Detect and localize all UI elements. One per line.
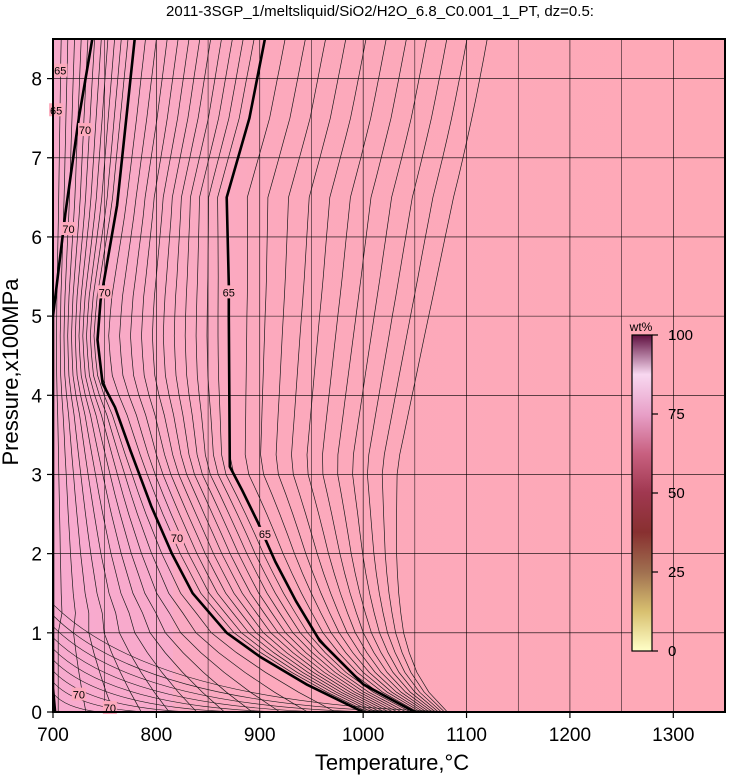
thin-contour-line [206,39,407,712]
major-contour-70 [96,39,364,712]
y-axis-title: Pressure,x100MPa [0,278,23,466]
x-tick-label: 1300 [652,725,694,746]
thin-contour-line [63,39,114,712]
y-tick-label: 3 [31,465,42,486]
y-tick-label: 7 [31,149,42,170]
colorbar: wt% 0 25 50 75 100 [629,320,693,660]
thin-contour-line [195,39,403,712]
y-tick-label: 0 [31,703,42,724]
thin-contour-line [291,39,427,712]
y-tick-label: 4 [31,386,42,407]
thin-contour-line [322,39,433,712]
thin-contour-line [53,648,286,712]
contour-label: 70 [73,690,85,702]
thin-contour-line [381,39,468,712]
contour-label: 70 [62,224,74,236]
colorbar-tick-label: 75 [668,406,685,423]
low-temp-field [53,480,173,712]
y-tick-label: 1 [31,624,42,645]
thin-contour-line [74,39,198,712]
thin-contour-line [396,39,488,712]
y-axis-ticks: 0 1 2 3 4 5 6 7 8 [31,70,53,724]
thin-contour-line [53,681,147,712]
thin-contour-line [244,39,418,712]
colorbar-tick-label: 0 [668,643,676,660]
contour-labels: 65 65 70 70 70 65 70 65 70 70 [49,63,272,715]
thin-contour-line [82,39,253,712]
thin-contour-line [275,39,424,712]
colorbar-label: wt% [629,320,653,334]
thin-contour-line [71,39,170,712]
y-tick-label: 6 [31,228,42,249]
thin-contour-line [108,39,368,712]
thin-contour-line [173,39,394,712]
contour-label-bg [102,701,117,715]
chart-title: 2011-3SGP_1/meltsliquid/SiO2/H2O_6.8_C0.… [166,3,594,20]
contour-label: 65 [223,287,235,299]
colorbar-ticks: 0 25 50 75 100 [652,327,693,660]
contour-label-bg [257,526,272,540]
thin-contour-line [260,39,421,712]
x-axis-ticks: 700 800 900 1000 1100 1200 1300 [37,712,694,746]
x-tick-label: 800 [141,725,173,746]
contour-label-bg [78,123,93,137]
x-axis-title: Temperature,°C [315,750,469,775]
contour-label: 70 [79,125,91,137]
thin-contour-line [130,39,377,712]
thin-contour-line [56,39,63,712]
x-tick-label: 700 [37,725,69,746]
x-tick-label: 900 [244,725,276,746]
contour-label-bg [61,222,76,236]
thin-contour-line [337,39,436,712]
thin-contour-line [184,39,398,712]
thin-contour-line [59,39,87,712]
thin-contour-line [53,626,379,712]
contour-label-bg [71,687,86,701]
contour-label: 65 [259,529,271,541]
contour-label: 65 [50,105,62,117]
y-tick-label: 8 [31,70,42,91]
thin-contour-line [306,39,430,712]
thin-contour-line [367,39,448,712]
colorbar-gradient [631,334,653,652]
contour-label-bg [97,285,112,299]
thin-contour-line [93,39,336,712]
thin-contour-line [67,39,142,712]
major-contour-65 [225,39,416,712]
thin-contour-line [217,39,411,712]
contour-label-bg [170,530,185,544]
x-tick-label: 1100 [446,725,487,746]
contour-label-bg [53,63,68,77]
contour-label: 70 [104,703,116,715]
contour-label: 70 [99,287,111,299]
thin-contour-line [53,615,426,712]
thin-contour-line [152,39,385,712]
y-tick-label: 5 [31,307,42,328]
thin-contour-line [89,39,308,712]
thin-contour-line [141,39,381,712]
thin-contour-line [53,637,333,712]
thin-contour-line [53,604,472,712]
thin-contour-line [78,39,225,712]
contour-label: 70 [171,533,183,545]
thin-contour-line [119,39,372,712]
x-tick-label: 1000 [342,725,384,746]
grid-lines [52,39,725,713]
x-tick-label: 1200 [549,725,591,746]
plot-frame [52,38,726,713]
thin-contour-line [86,39,281,712]
thin-contour-line [162,39,390,712]
thin-contour-line [53,670,193,712]
thin-contours [53,39,488,712]
colorbar-tick-label: 100 [668,327,693,344]
thin-contour-line [352,39,439,712]
contour-label: 65 [54,66,66,78]
thin-contour-line [53,659,240,712]
colorbar-tick-label: 50 [668,485,685,502]
y-tick-label: 2 [31,545,42,566]
colorbar-tick-label: 25 [668,564,685,581]
contour-label-bg [221,285,236,299]
